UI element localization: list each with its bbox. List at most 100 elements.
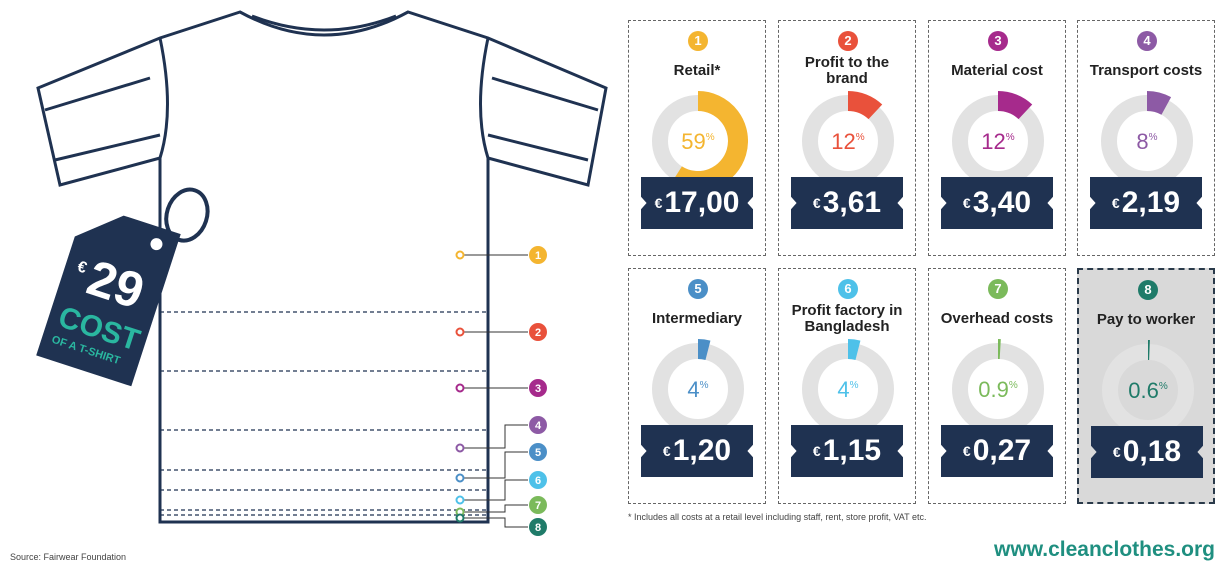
price: €17,00 [641, 177, 753, 229]
source: Source: Fairwear Foundation [10, 552, 126, 562]
donut: 4% [648, 339, 748, 439]
card-label: Overhead costs [933, 301, 1061, 337]
percent-label: 12% [831, 129, 864, 154]
marker-line [464, 452, 528, 478]
percent-label: 4% [687, 377, 708, 402]
currency: € [813, 443, 821, 459]
price-value: 3,61 [823, 186, 881, 220]
price: €3,40 [941, 177, 1053, 229]
marker-dot [457, 329, 464, 336]
percent-value: 8 [1136, 129, 1148, 154]
page: € 29 COST OF A T-SHIRT 12345678 1Retail*… [0, 0, 1223, 565]
card-label: Retail* [633, 53, 761, 89]
donut: 8% [1097, 91, 1197, 191]
donut: 4% [798, 339, 898, 439]
donut: 12% [798, 91, 898, 191]
percent-sign: % [1149, 132, 1158, 143]
marker-dot [457, 252, 464, 259]
card-label: Profit to the brand [783, 53, 911, 89]
price: €0,27 [941, 425, 1053, 477]
card-number: 5 [688, 279, 708, 299]
price-tag: € 29 COST OF A T-SHIRT [36, 159, 214, 392]
percent-value: 4 [687, 377, 699, 402]
footnote: * Includes all costs at a retail level i… [628, 512, 926, 522]
currency: € [963, 195, 971, 211]
percent-sign: % [1006, 132, 1015, 143]
percent-sign: % [700, 380, 709, 391]
marker-dot [457, 475, 464, 482]
price: €1,20 [641, 425, 753, 477]
card-number: 7 [988, 279, 1008, 299]
percent-label: 0.6% [1128, 378, 1168, 403]
price-value: 0,18 [1123, 435, 1181, 469]
donut: 0.6% [1098, 340, 1198, 440]
percent-value: 12 [831, 129, 855, 154]
marker-dot [457, 497, 464, 504]
cost-divisions [160, 312, 488, 515]
percent-sign: % [856, 132, 865, 143]
marker-number: 1 [535, 250, 541, 262]
marker-number: 4 [535, 420, 542, 432]
price: €2,19 [1090, 177, 1202, 229]
percent-sign: % [1009, 380, 1018, 391]
marker-line [464, 425, 528, 448]
marker-dot [457, 445, 464, 452]
marker-number: 3 [535, 383, 541, 395]
price-value: 17,00 [664, 186, 739, 220]
currency: € [1112, 195, 1120, 211]
percent-label: 8% [1136, 129, 1157, 154]
currency: € [813, 195, 821, 211]
card-label: Profit factory in Bangladesh [783, 301, 911, 337]
donut: 0.9% [948, 339, 1048, 439]
card-number: 8 [1138, 280, 1158, 300]
donut-arc [1147, 101, 1166, 106]
url: www.cleanclothes.org [994, 538, 1215, 562]
percent-label: 59% [681, 129, 714, 154]
donut: 59% [648, 91, 748, 191]
card-label: Intermediary [633, 301, 761, 337]
marker-dot [457, 515, 464, 522]
donut-arc [848, 101, 875, 112]
marker-number: 8 [535, 522, 541, 534]
percent-sign: % [850, 380, 859, 391]
marker-number: 7 [535, 500, 541, 512]
percent-value: 0.9 [978, 377, 1009, 402]
marker-number: 6 [535, 475, 541, 487]
card-number: 1 [688, 31, 708, 51]
donut: 12% [948, 91, 1048, 191]
price-value: 3,40 [973, 186, 1031, 220]
percent-value: 4 [837, 377, 849, 402]
price: €3,61 [791, 177, 903, 229]
price-value: 1,15 [823, 434, 881, 468]
percent-value: 12 [981, 129, 1005, 154]
percent-value: 0.6 [1128, 378, 1159, 403]
card-label: Material cost [933, 53, 1061, 89]
card-number: 3 [988, 31, 1008, 51]
currency: € [963, 443, 971, 459]
percent-value: 59 [681, 129, 705, 154]
price-value: 2,19 [1122, 186, 1180, 220]
percent-sign: % [1159, 381, 1168, 392]
markers: 12345678 [457, 246, 548, 536]
donut-arc [848, 349, 858, 350]
marker-dot [457, 385, 464, 392]
price: €1,15 [791, 425, 903, 477]
marker-line [464, 505, 528, 512]
card-number: 2 [838, 31, 858, 51]
cost-card: 5Intermediary 4% €1,20 [628, 268, 766, 504]
card-number: 6 [838, 279, 858, 299]
price: €0,18 [1091, 426, 1203, 478]
marker-line [464, 480, 528, 500]
percent-label: 4% [837, 377, 858, 402]
currency: € [655, 195, 663, 211]
marker-number: 5 [535, 447, 541, 459]
card-number: 4 [1137, 31, 1157, 51]
card-label: Transport costs [1082, 53, 1210, 89]
